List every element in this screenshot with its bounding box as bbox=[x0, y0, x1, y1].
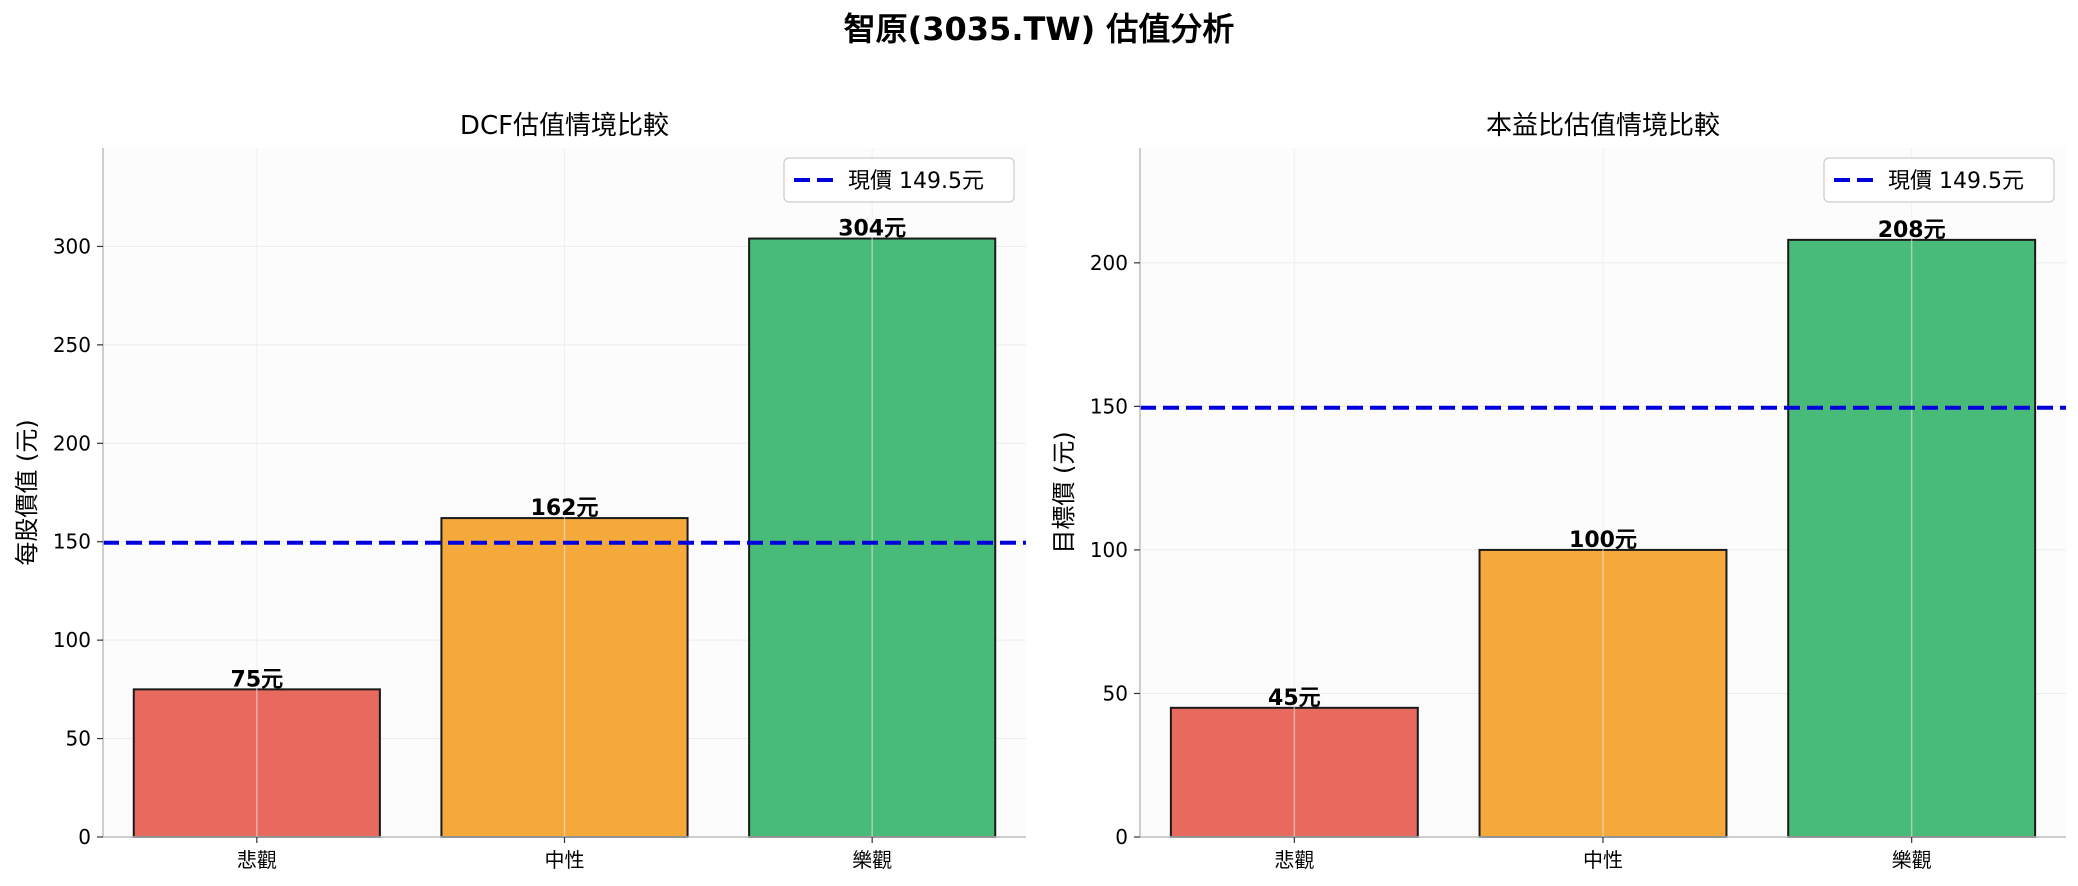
pe-category-label-1: 中性 bbox=[1583, 848, 1623, 872]
dcf-bar-label-2: 304元 bbox=[838, 217, 906, 242]
pe-bar-2 bbox=[1787, 238, 2037, 839]
dcf-category-label-2: 樂觀 bbox=[852, 848, 892, 872]
pe-ytick-label: 200 bbox=[1090, 251, 1128, 275]
pe-legend-box bbox=[1823, 157, 2055, 203]
pe-ytick-label: 150 bbox=[1090, 394, 1128, 418]
dcf-bar-label-0: 75元 bbox=[231, 667, 284, 692]
dcf-ytick-label: 200 bbox=[53, 431, 91, 455]
pe-ytick-label: 0 bbox=[1115, 825, 1128, 849]
dcf-category-label-1: 中性 bbox=[545, 848, 585, 872]
dcf-legend-box bbox=[783, 157, 1015, 203]
pe-bar-1 bbox=[1478, 548, 1728, 839]
pe-category-label-0: 悲觀 bbox=[1274, 848, 1314, 872]
dcf-bar-0 bbox=[132, 688, 381, 838]
pe-bar-label-0: 45元 bbox=[1268, 686, 1321, 711]
dcf-legend: 現價 149.5元 bbox=[783, 157, 1015, 203]
dcf-ytick-label: 250 bbox=[53, 333, 91, 357]
pe-ytick-label: 50 bbox=[1103, 681, 1128, 705]
pe-bar-0 bbox=[1169, 706, 1419, 838]
dcf-ytick-label: 0 bbox=[78, 825, 91, 849]
figure-title: 智原(3035.TW) 估值分析 bbox=[844, 10, 1235, 48]
dcf-legend-label: 現價 149.5元 bbox=[848, 169, 984, 194]
pe-bar-label-1: 100元 bbox=[1569, 528, 1637, 553]
dcf-ytick-label: 150 bbox=[53, 530, 91, 554]
pe-legend-label: 現價 149.5元 bbox=[1888, 169, 2024, 194]
dcf-bar-label-1: 162元 bbox=[531, 496, 599, 521]
pe-chart: 45元 100元 208元 0 50 100 150 200 悲觀 中性 樂觀 本益比估值情境比較目標… bbox=[1050, 111, 2066, 872]
dcf-category-label-0: 悲觀 bbox=[237, 848, 277, 872]
dcf-bar-2 bbox=[748, 237, 997, 839]
dcf-chart: 75元 162元 304元 0 50 100 150 200 250 300 悲觀 中性 樂觀 DCF估值… bbox=[13, 111, 1026, 872]
dcf-ytick-label: 100 bbox=[53, 628, 91, 652]
pe-legend: 現價 149.5元 bbox=[1823, 157, 2055, 203]
dcf-bar-1 bbox=[440, 517, 689, 838]
dcf-y-axis-label: 每股價值 (元) bbox=[13, 419, 41, 565]
pe-ytick-label: 100 bbox=[1090, 538, 1128, 562]
dcf-chart-title: DCF估值情境比較 bbox=[460, 111, 669, 141]
pe-category-label-2: 樂觀 bbox=[1892, 848, 1932, 872]
dcf-ytick-label: 50 bbox=[66, 727, 91, 751]
pe-y-axis-label: 目標價 (元) bbox=[1050, 431, 1078, 553]
pe-chart-title: 本益比估值情境比較 bbox=[1486, 111, 1720, 141]
dcf-ytick-label: 300 bbox=[53, 234, 91, 258]
pe-bar-label-2: 208元 bbox=[1878, 218, 1946, 243]
